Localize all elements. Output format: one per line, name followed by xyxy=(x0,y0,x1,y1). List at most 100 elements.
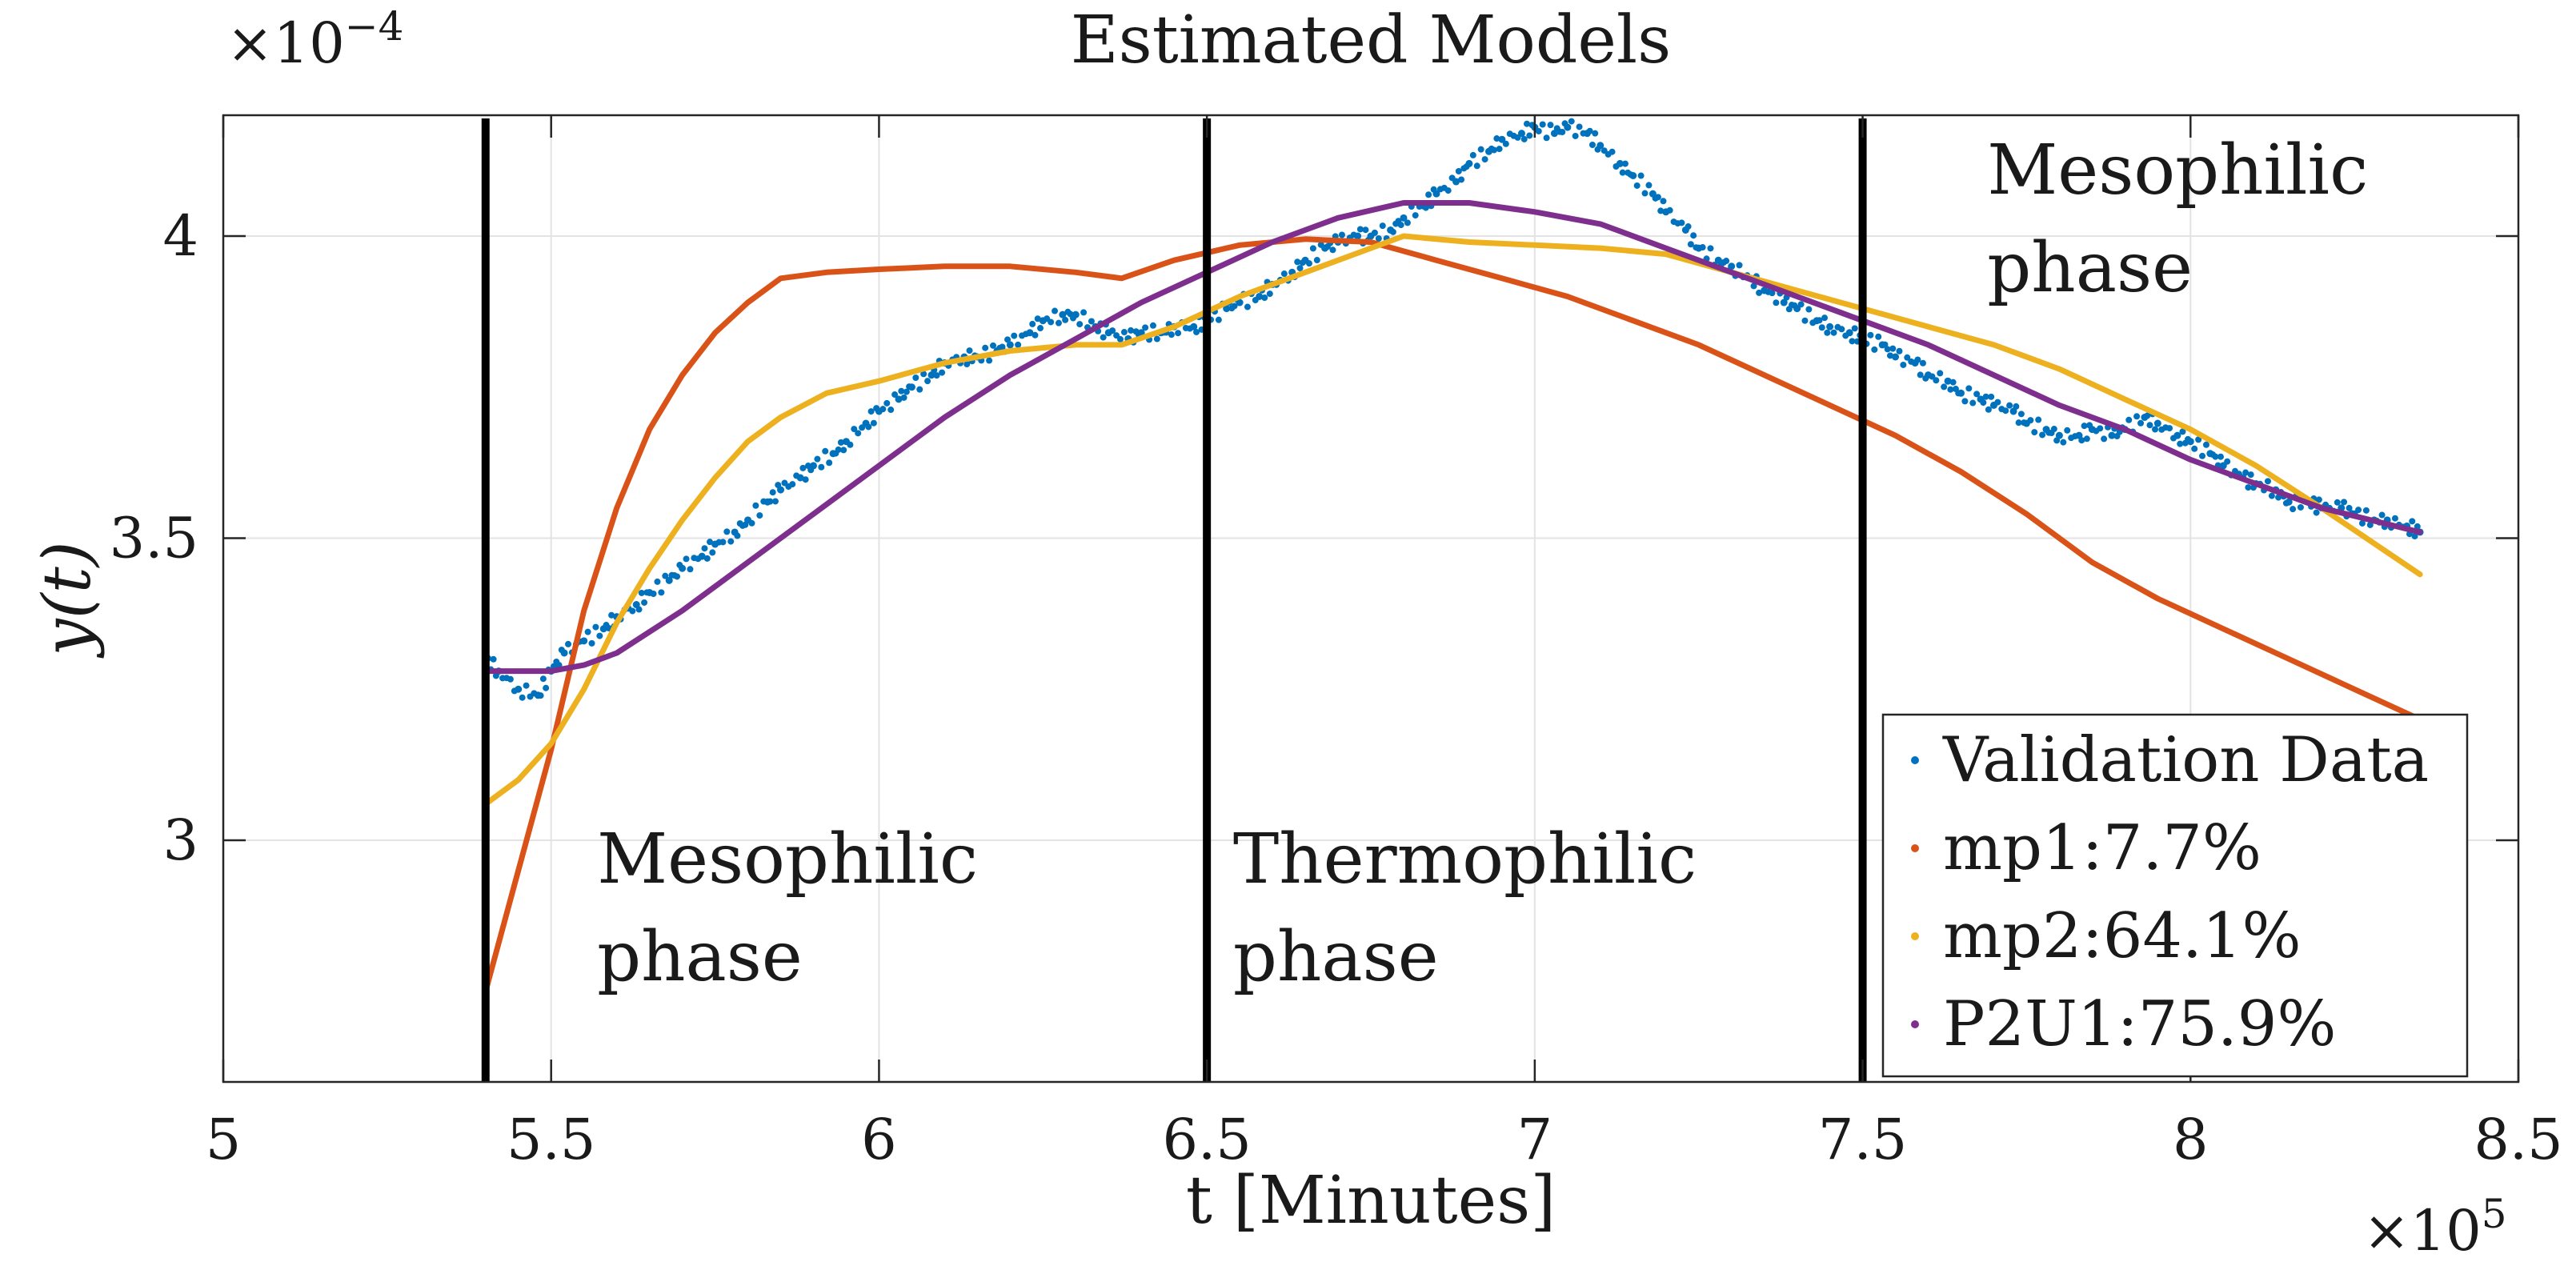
data-point xyxy=(1896,347,1903,355)
data-point xyxy=(1917,371,1924,379)
data-point xyxy=(1076,321,1084,328)
legend-marker xyxy=(1911,1020,1919,1028)
data-point xyxy=(1059,310,1067,319)
data-point xyxy=(1539,121,1546,128)
data-point xyxy=(1641,190,1649,197)
data-point xyxy=(1845,329,1853,337)
data-point xyxy=(898,387,905,395)
data-point xyxy=(608,611,615,619)
data-point xyxy=(847,441,854,448)
data-point xyxy=(1592,130,1599,137)
data-point xyxy=(565,640,572,647)
data-point xyxy=(924,378,931,385)
phase-layer xyxy=(481,118,1867,1082)
data-point xyxy=(907,383,915,391)
data-point xyxy=(1892,353,1900,361)
data-point xyxy=(1142,324,1149,331)
data-point xyxy=(1422,204,1429,211)
data-point xyxy=(1015,341,1022,348)
data-point xyxy=(1994,399,2001,406)
data-point xyxy=(814,455,821,463)
data-point xyxy=(1965,385,1973,392)
data-point xyxy=(734,532,741,539)
data-point xyxy=(2378,511,2386,519)
x-axis-label: t [Minutes] xyxy=(1186,1163,1556,1239)
x-tick-label: 5 xyxy=(206,1107,242,1172)
data-point xyxy=(1231,302,1238,310)
data-point xyxy=(1900,361,1907,368)
data-point xyxy=(1498,135,1506,143)
data-point xyxy=(796,474,804,482)
data-point xyxy=(916,386,923,393)
data-point xyxy=(1586,127,1593,134)
data-point xyxy=(2242,469,2249,476)
y-tick-label: 4 xyxy=(162,203,198,269)
data-point xyxy=(1687,241,1694,248)
data-point xyxy=(719,539,727,546)
data-point xyxy=(1520,135,1528,142)
data-point xyxy=(1193,328,1200,335)
data-point xyxy=(2217,453,2224,460)
data-point xyxy=(2108,431,2116,439)
data-point xyxy=(588,639,595,647)
y-tick-label: 3.5 xyxy=(110,506,198,571)
data-point xyxy=(2179,428,2186,435)
data-point xyxy=(679,564,687,572)
phase-annotation-line1: Mesophilic xyxy=(1987,130,2368,210)
data-point xyxy=(867,408,875,415)
phase-annotation-line2: phase xyxy=(597,917,803,997)
data-point xyxy=(1452,178,1460,186)
data-point xyxy=(1550,130,1558,138)
data-point xyxy=(1547,122,1554,129)
data-point xyxy=(2055,431,2063,439)
phase-annotation-line1: Mesophilic xyxy=(597,819,978,899)
data-point xyxy=(1006,341,1014,349)
data-point xyxy=(837,439,844,446)
data-point xyxy=(1048,319,1055,326)
phase-annotation-line2: phase xyxy=(1233,917,1439,997)
data-point xyxy=(1338,231,1345,238)
legend-entry: mp2:64.1% xyxy=(1943,900,2302,972)
data-point xyxy=(1793,305,1801,313)
data-point xyxy=(1728,262,1736,270)
x-multiplier-label: ×105 xyxy=(2363,1191,2507,1264)
data-point xyxy=(1296,265,1304,272)
data-point xyxy=(1100,334,1107,341)
x-tick-label: 6 xyxy=(861,1107,897,1172)
data-point xyxy=(927,371,935,379)
data-point xyxy=(2152,426,2159,433)
data-point xyxy=(1029,320,1036,327)
data-point xyxy=(1736,262,1743,269)
data-point xyxy=(835,446,842,453)
data-point xyxy=(1944,377,1952,385)
data-point xyxy=(789,481,796,488)
data-point xyxy=(2275,494,2282,501)
data-point xyxy=(580,637,588,645)
data-point xyxy=(703,555,711,562)
phase-annotation-line2: phase xyxy=(1987,228,2193,308)
data-point xyxy=(2245,484,2252,491)
data-point xyxy=(1914,356,1921,363)
data-point xyxy=(2173,431,2181,439)
data-point xyxy=(1120,329,1128,336)
data-point xyxy=(1535,127,1542,134)
y-multiplier-exponent: −4 xyxy=(345,3,404,50)
data-point xyxy=(1572,132,1579,139)
data-point xyxy=(519,694,526,701)
data-point xyxy=(1637,172,1645,179)
data-point xyxy=(1919,359,1926,367)
data-point xyxy=(515,685,523,693)
y-axis-label: y(t) xyxy=(30,541,106,659)
data-point xyxy=(2039,431,2046,439)
chart-title: Estimated Models xyxy=(1071,2,1671,78)
data-point xyxy=(2191,445,2198,452)
data-point xyxy=(2097,425,2104,432)
data-point xyxy=(1941,383,1948,391)
data-point xyxy=(1596,142,1604,150)
data-point xyxy=(2078,437,2085,444)
data-point xyxy=(2313,509,2320,516)
series-p2u1 xyxy=(483,200,2423,675)
data-point xyxy=(2013,403,2020,410)
data-point xyxy=(1305,260,1312,267)
data-point xyxy=(1153,335,1160,343)
